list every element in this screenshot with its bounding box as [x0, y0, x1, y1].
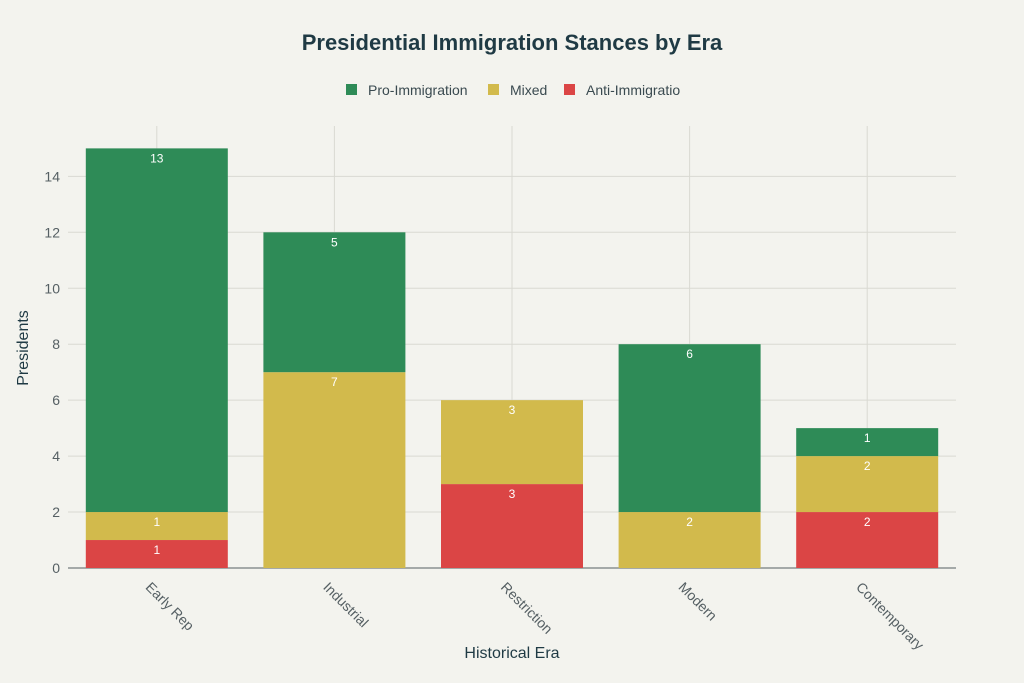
data-label: 1: [153, 543, 160, 557]
bar-segment: [85, 148, 228, 513]
legend-swatch: [346, 84, 357, 95]
data-label: 1: [864, 431, 871, 445]
chart-title: Presidential Immigration Stances by Era: [302, 30, 723, 55]
y-ticks: 0 2 4 6 8 10 12 14: [44, 168, 60, 576]
bars: 1 1 13 7 5 3 3 2 6 2 2 1: [85, 148, 939, 568]
bar-segment: [263, 232, 406, 373]
x-axis-title: Historical Era: [464, 645, 559, 662]
y-tick-label: 14: [44, 168, 60, 184]
y-tick-label: 2: [52, 504, 60, 520]
x-tick-label: Industrial: [320, 579, 371, 630]
bar-segment: [441, 484, 583, 568]
legend-swatch: [564, 84, 575, 95]
data-label: 1: [153, 515, 160, 529]
y-tick-label: 4: [52, 448, 60, 464]
bar-segment: [263, 372, 406, 568]
y-axis-title: Presidents: [15, 310, 32, 386]
legend: Pro-Immigration Mixed Anti-Immigratio: [346, 82, 680, 98]
data-label: 7: [331, 375, 338, 389]
x-tick-label: Early Rep: [143, 579, 198, 634]
bar-segment: [85, 512, 228, 541]
bar-segment: [618, 512, 761, 568]
y-tick-label: 6: [52, 392, 60, 408]
legend-label: Anti-Immigratio: [586, 82, 680, 98]
legend-swatch: [488, 84, 499, 95]
bar-segment: [85, 540, 228, 568]
bar-segment: [618, 344, 761, 513]
data-label: 3: [509, 403, 516, 417]
data-label: 2: [686, 515, 693, 529]
x-tick-label: Restriction: [498, 579, 556, 637]
x-tick-label: Modern: [675, 579, 720, 624]
data-label: 13: [150, 151, 164, 165]
bar-segment: [796, 512, 939, 568]
bar-segment: [796, 428, 939, 457]
legend-label: Mixed: [510, 82, 547, 98]
y-tick-label: 8: [52, 336, 60, 352]
data-label: 2: [864, 459, 871, 473]
legend-label: Pro-Immigration: [368, 82, 468, 98]
x-ticks: Early Rep Industrial Restriction Modern Cont…: [143, 579, 927, 653]
data-label: 6: [686, 347, 693, 361]
y-tick-label: 10: [44, 280, 60, 296]
data-label: 3: [509, 487, 516, 501]
x-tick-label: Contemporary: [853, 579, 927, 653]
bar-segment: [796, 456, 939, 513]
bar-segment: [441, 400, 583, 485]
y-tick-label: 12: [44, 224, 60, 240]
data-label: 2: [864, 515, 871, 529]
data-label: 5: [331, 235, 338, 249]
y-tick-label: 0: [52, 560, 60, 576]
